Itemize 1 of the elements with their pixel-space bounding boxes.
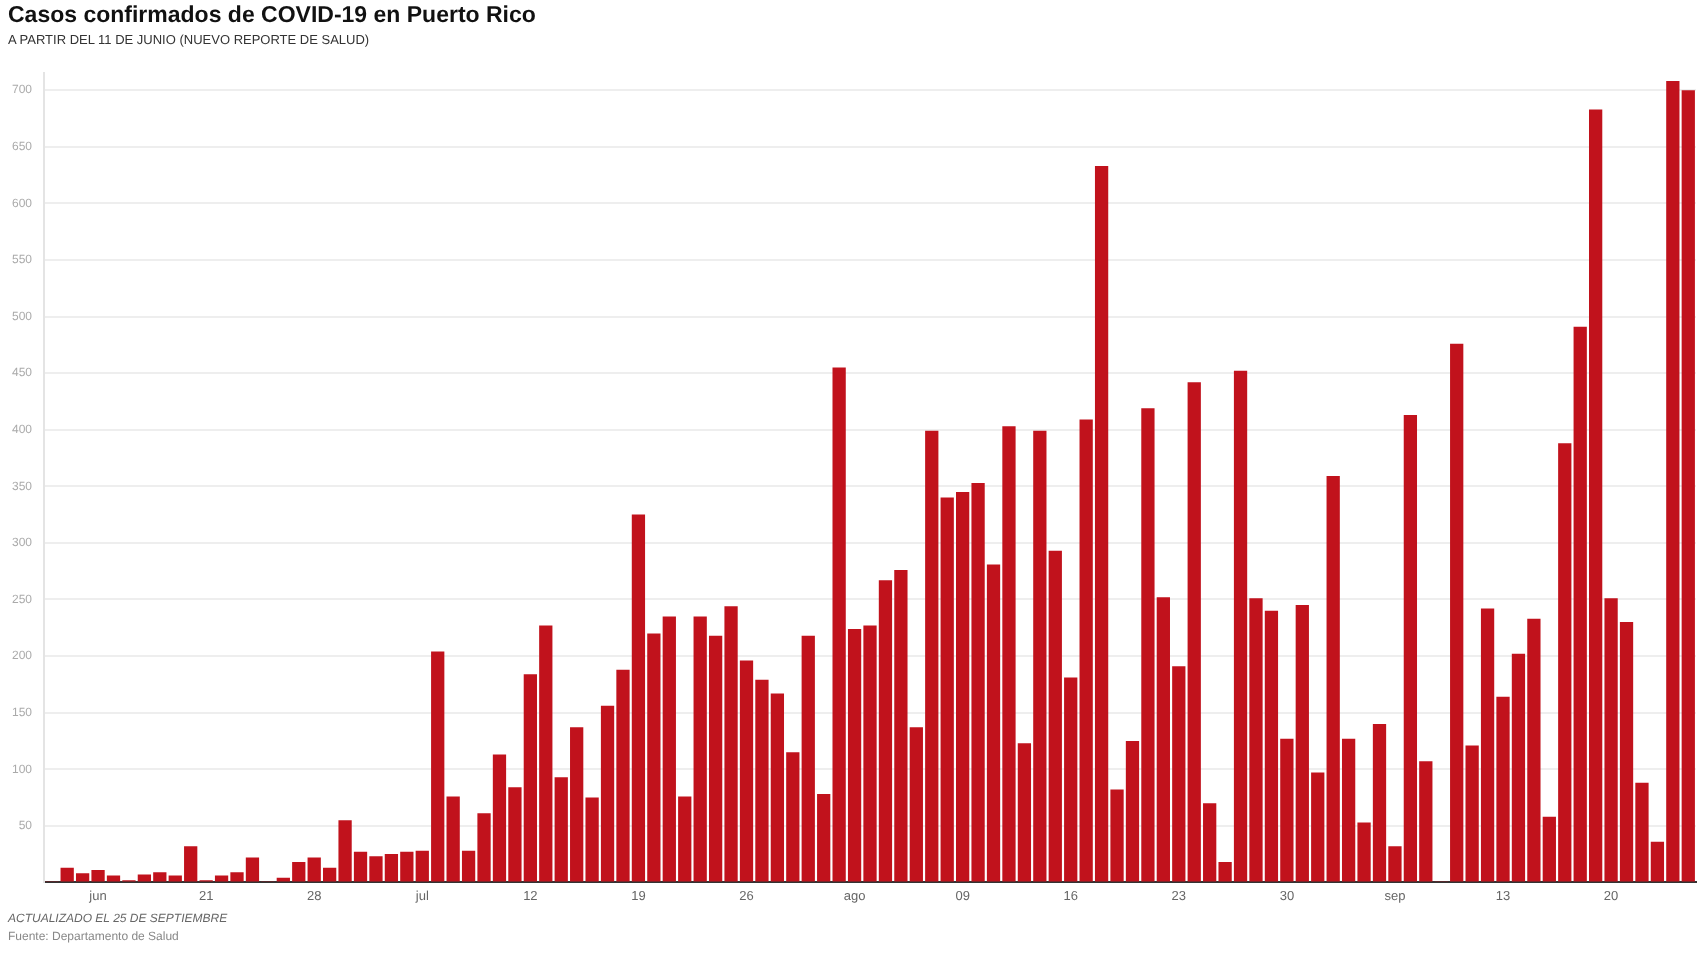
chart-title: Casos confirmados de COVID-19 en Puerto Rico <box>8 4 536 28</box>
